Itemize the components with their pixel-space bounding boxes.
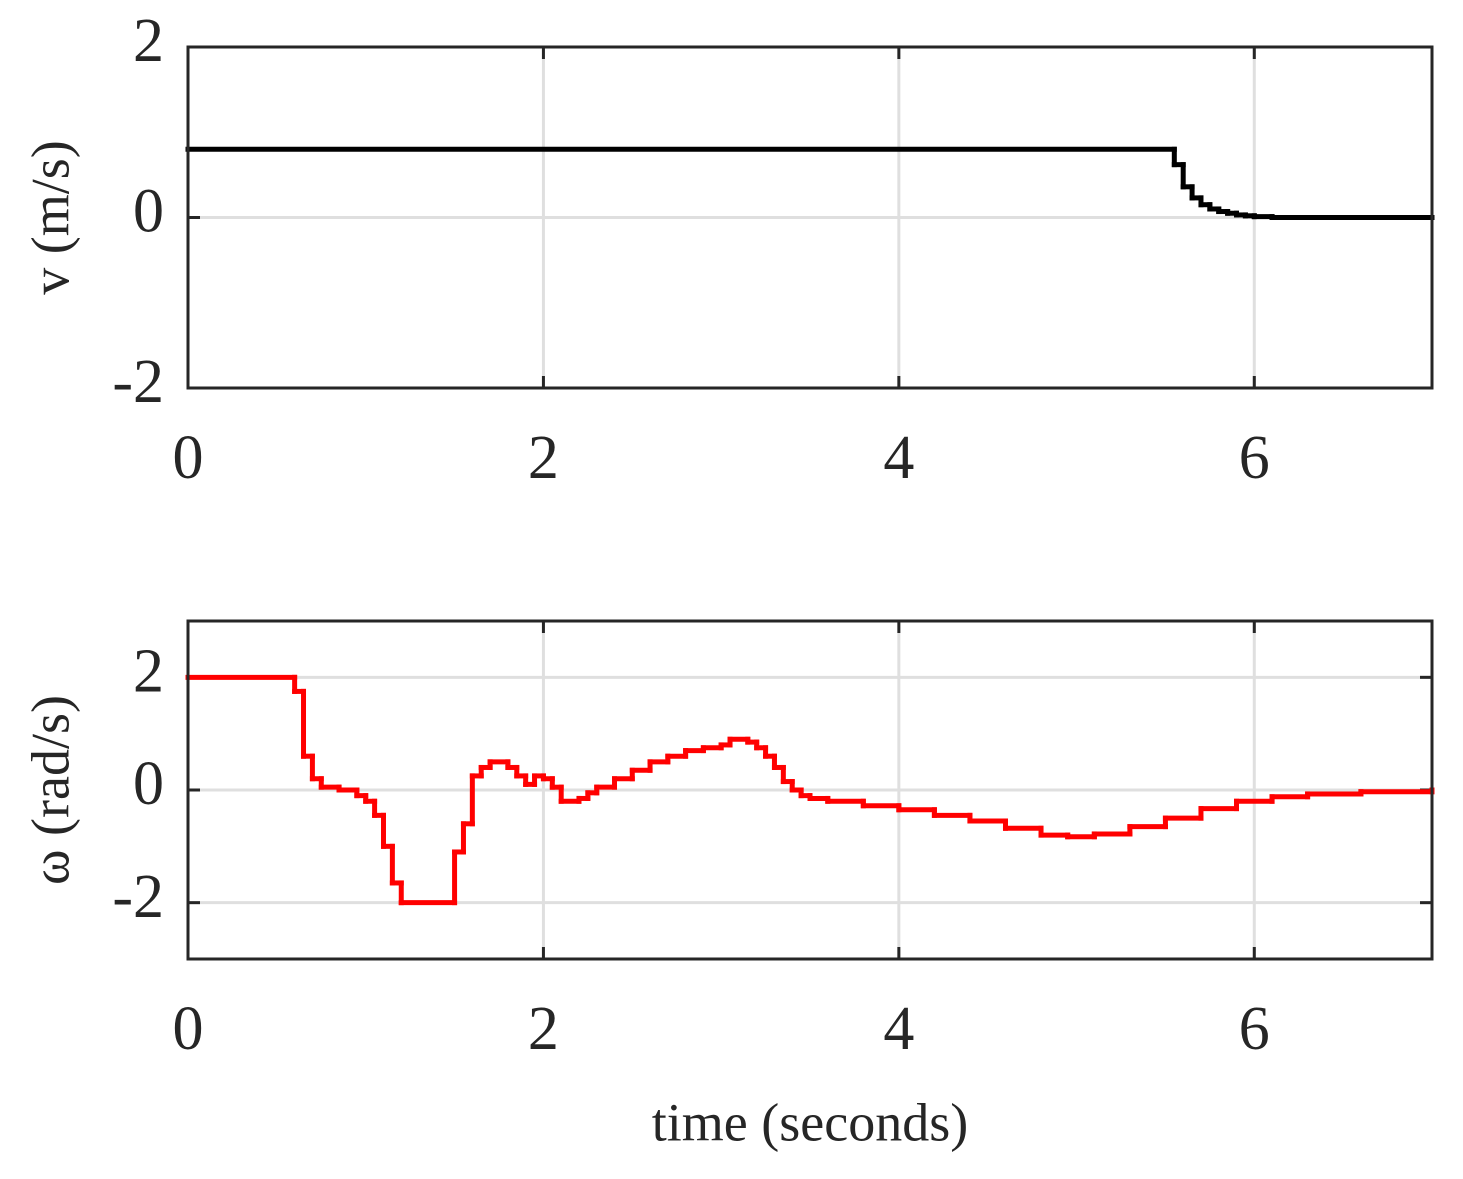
x-tick-label: 6 — [1239, 995, 1270, 1063]
x-tick-label: 2 — [528, 995, 559, 1063]
x-axis-label: time (seconds) — [652, 1092, 968, 1152]
x-tick-label: 4 — [883, 995, 914, 1063]
axes-box — [186, 619, 1434, 961]
y-tick-label: 2 — [133, 7, 164, 75]
x-tick-label: 4 — [883, 424, 914, 492]
x-tick-label: 2 — [528, 424, 559, 492]
axes-box — [186, 45, 1434, 390]
x-tick-label: 6 — [1239, 424, 1270, 492]
x-tick-label: 0 — [173, 995, 204, 1063]
y-tick-label: 2 — [133, 638, 164, 706]
y-axis-label: v (m/s) — [20, 140, 80, 295]
x-tick-label: 0 — [173, 424, 204, 492]
y-tick-label: 0 — [133, 750, 164, 818]
y-tick-label: -2 — [112, 348, 164, 416]
y-tick-label: 0 — [133, 178, 164, 246]
y-axis-label: ω (rad/s) — [20, 695, 80, 885]
y-tick-label: -2 — [112, 863, 164, 931]
